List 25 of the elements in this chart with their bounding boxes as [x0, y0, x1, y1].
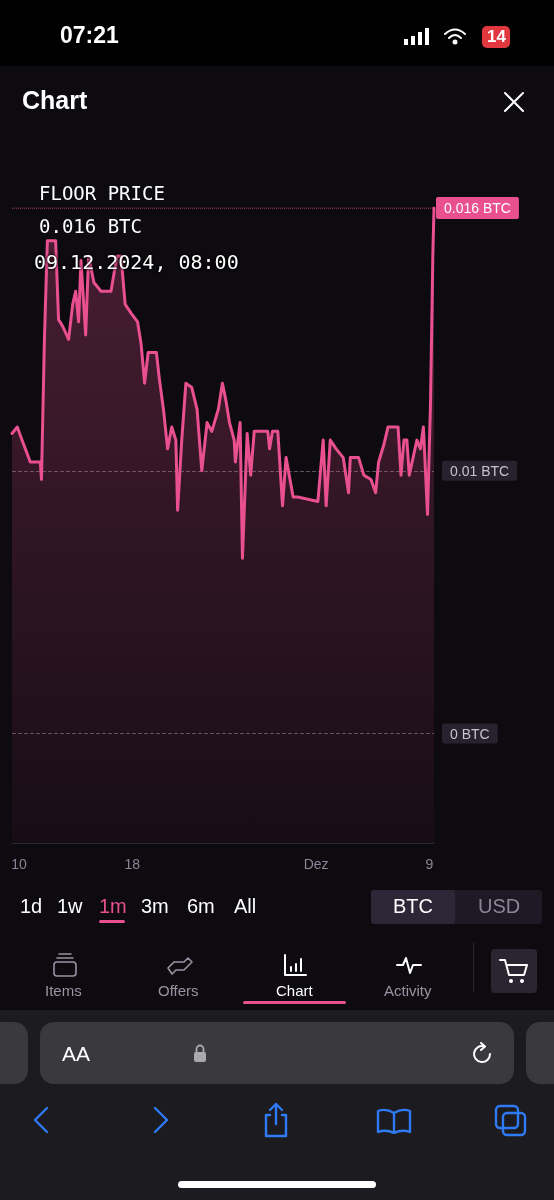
x-tick-label: 10 — [11, 856, 28, 872]
text: 6m — [187, 895, 215, 918]
text: 07:21 — [60, 22, 119, 49]
text: 14 — [482, 26, 510, 48]
y-tick-label: 0.01 BTC — [450, 462, 510, 479]
x-tick-label: 9 — [425, 856, 434, 872]
text: Offers — [158, 982, 199, 999]
x-tick-label: 18 — [124, 856, 141, 872]
chart-subtitle: 0.016 BTC — [39, 214, 142, 237]
text: AA — [62, 1042, 91, 1066]
y-tick-label: 0 BTC — [450, 725, 490, 742]
text: 1w — [57, 895, 83, 918]
x-tick-label: Dez — [303, 856, 329, 872]
text: USD — [478, 895, 521, 918]
text: BTC — [393, 895, 433, 918]
chart-title: FLOOR PRICE — [39, 181, 165, 204]
text: All — [234, 895, 257, 918]
text: Chart — [276, 982, 313, 999]
ref-line-label: 0.016 BTC — [444, 200, 511, 216]
text: Chart — [22, 86, 88, 115]
text: 1d — [20, 895, 43, 918]
text: Activity — [384, 982, 432, 999]
text: Items — [45, 982, 82, 999]
text: 1m — [99, 895, 127, 918]
text: 3m — [141, 895, 169, 918]
